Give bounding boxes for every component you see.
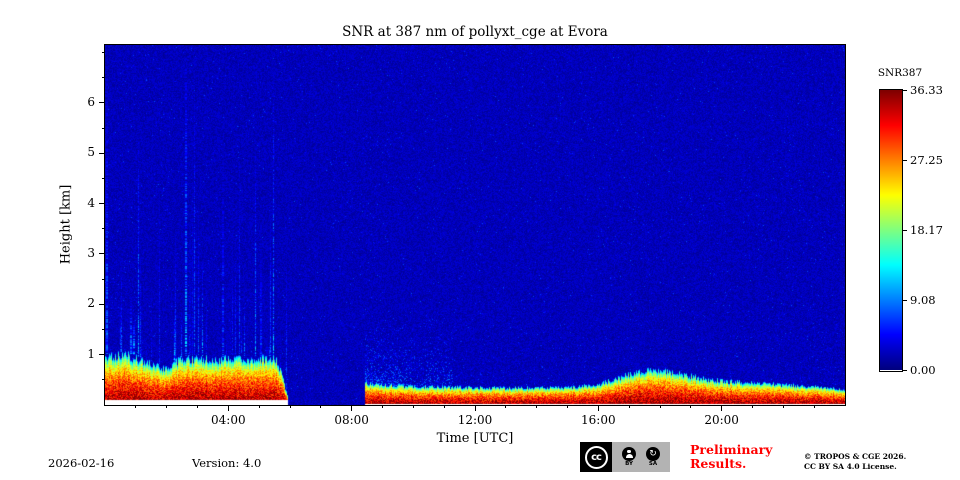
measurement-date: 2026-02-16 [48,456,115,470]
cc-icon: cc [580,442,612,472]
colorbar-tick [903,369,907,371]
y-tick-label: 6 [87,94,95,109]
x-tick-label: 04:00 [211,413,246,427]
colorbar-tick-label: 18.17 [910,222,943,237]
cc-sa-label: SA [648,461,658,467]
colorbar-tick [903,299,907,301]
x-tick-label: 16:00 [581,413,616,427]
preliminary-results-note: Preliminary Results. [690,442,773,471]
colorbar-tick [903,89,907,91]
colorbar-tick-label: 0.00 [910,362,936,377]
x-tick-label: 08:00 [334,413,369,427]
y-tick-label: 1 [87,346,95,361]
snr-heatmap-canvas [105,45,845,405]
cc-license-badge: cc BY ↻ SA [580,442,670,472]
page-title: SNR at 387 nm of pollyxt_cge at Evora [342,24,608,40]
y-tick-label: 5 [87,145,95,160]
y-tick-label: 2 [87,296,95,311]
cc-by-label: BY [625,461,633,467]
y-axis-label: Height [km] [58,184,74,265]
colorbar-frame [879,89,903,372]
colorbar-tick-label: 36.33 [910,82,943,97]
colorbar-tick-label: 27.25 [910,152,943,167]
colorbar-tick [903,159,907,161]
colorbar-tick-label: 9.08 [910,292,936,307]
colorbar-label: SNR387 [877,67,923,79]
version-label: Version: 4.0 [192,456,262,470]
x-tick-label: 20:00 [704,413,739,427]
x-axis-label: Time [UTC] [436,431,514,446]
colorbar-canvas [880,90,902,370]
copyright-note: © TROPOS & CGE 2026. CC BY SA 4.0 Licens… [804,452,907,471]
colorbar-tick [903,229,907,231]
x-tick-label: 12:00 [457,413,493,427]
share-alike-icon: ↻ [646,447,660,461]
person-icon [622,447,636,461]
